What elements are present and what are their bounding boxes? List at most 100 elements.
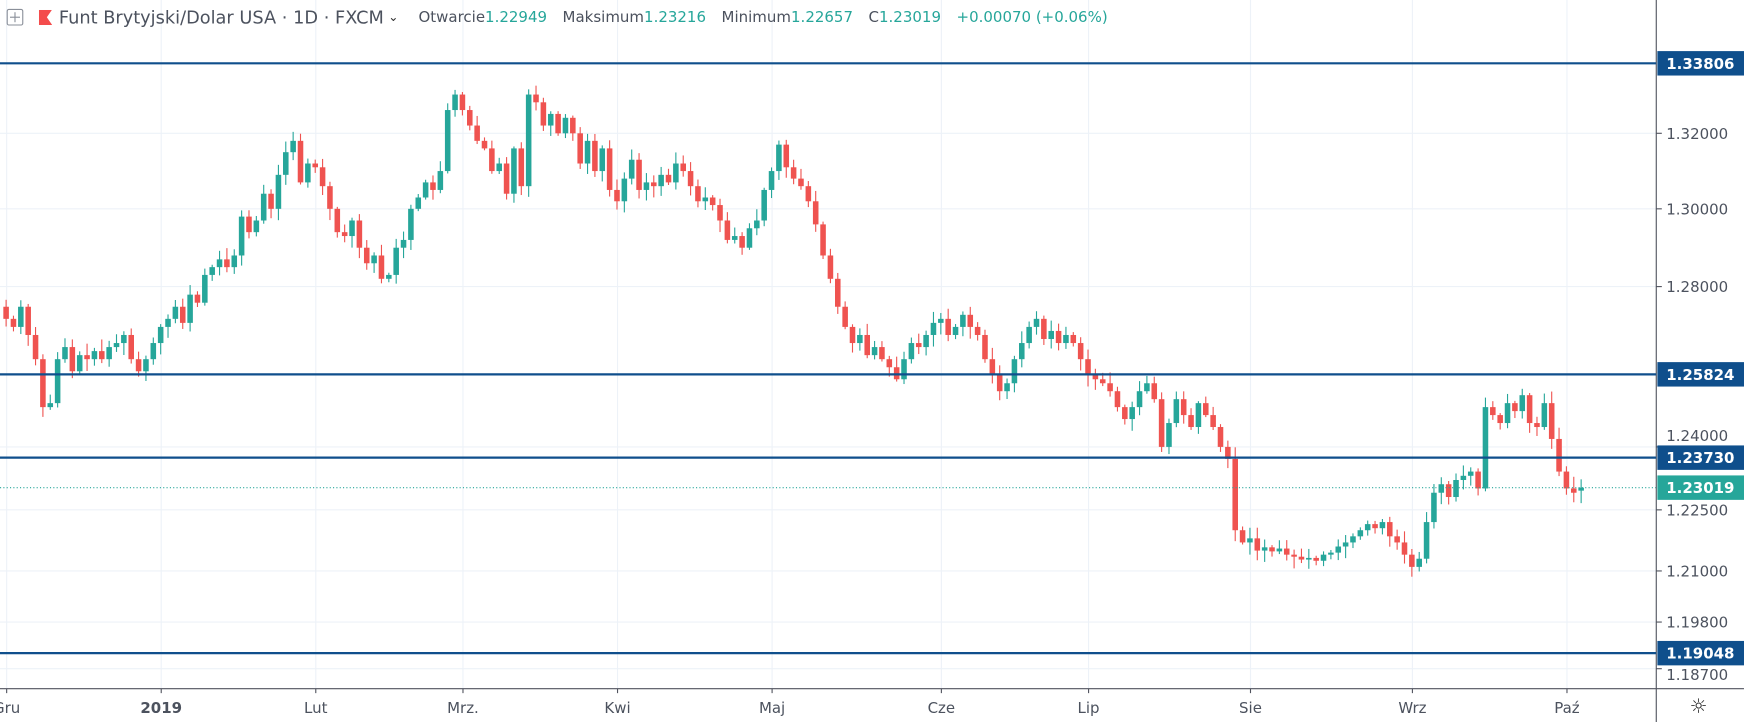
candle-up xyxy=(1379,522,1386,529)
candle-up xyxy=(1136,391,1143,408)
candle-down xyxy=(1394,536,1400,543)
candle-up xyxy=(54,359,61,404)
candle-down xyxy=(378,255,385,279)
candle-up xyxy=(393,247,399,275)
candle-down xyxy=(709,197,716,206)
candle-up xyxy=(1129,407,1135,420)
candle-down xyxy=(459,94,466,111)
price-tick-label: 1.24000 xyxy=(1666,427,1728,445)
candle-up xyxy=(202,274,208,303)
candle-down xyxy=(835,278,841,307)
candle-down xyxy=(651,182,657,187)
candle-down xyxy=(1225,446,1231,459)
candle-down xyxy=(1180,399,1187,416)
candle-up xyxy=(275,174,282,209)
current-price-label: 1.23019 xyxy=(1666,479,1734,497)
candle-down xyxy=(363,247,370,264)
candle-up xyxy=(290,140,296,153)
time-tick-label: 2019 xyxy=(140,699,182,717)
candle-up xyxy=(437,171,444,190)
candle-down xyxy=(1269,547,1275,552)
candle-down xyxy=(481,140,488,149)
candle-up xyxy=(1276,548,1283,552)
candle-up xyxy=(371,255,377,264)
candle-down xyxy=(1203,403,1209,416)
candle-down xyxy=(99,351,105,360)
candle-down xyxy=(1291,554,1297,557)
candle-down xyxy=(179,306,186,323)
candle-up xyxy=(143,359,149,372)
level-price-label: 1.19048 xyxy=(1666,645,1734,663)
candle-up xyxy=(857,334,863,344)
candle-down xyxy=(1077,343,1084,360)
candle-down xyxy=(570,117,576,134)
candle-down xyxy=(1563,471,1570,489)
time-tick-label: Sie xyxy=(1239,699,1262,717)
level-price-label: 1.23730 xyxy=(1666,449,1734,467)
candle-down xyxy=(474,125,480,141)
time-tick-label: Kwi xyxy=(604,699,630,717)
candle-up xyxy=(1519,395,1526,412)
candle-down xyxy=(812,201,819,225)
candle-up xyxy=(746,228,753,248)
candle-up xyxy=(422,182,429,198)
candle-down xyxy=(40,359,46,408)
time-tick-label: Wrz xyxy=(1398,699,1426,717)
candle-down xyxy=(717,205,723,221)
candle-down xyxy=(135,359,142,372)
candle-down xyxy=(246,216,252,233)
candle-up xyxy=(1482,407,1489,489)
price-axis-bg xyxy=(1656,0,1744,722)
candle-down xyxy=(1526,395,1533,424)
candle-up xyxy=(47,403,54,408)
level-price-badge xyxy=(1657,640,1744,666)
candle-down xyxy=(1534,423,1540,428)
candle-up xyxy=(238,216,245,256)
candle-down xyxy=(1151,383,1158,400)
time-tick-label: Gru xyxy=(0,699,20,717)
candle-down xyxy=(1571,488,1577,493)
candle-down xyxy=(1210,415,1216,428)
candle-up xyxy=(525,94,532,187)
candle-down xyxy=(10,318,17,327)
ohlc-close: C1.23019 xyxy=(868,8,941,27)
time-tick-label: Maj xyxy=(759,699,785,717)
candle-down xyxy=(1409,554,1415,567)
candle-down xyxy=(1217,427,1224,447)
candle-down xyxy=(915,343,922,348)
candle-down xyxy=(695,186,701,202)
candle-up xyxy=(1453,480,1459,498)
candle-up xyxy=(1357,530,1364,537)
candle-up xyxy=(871,347,878,356)
candle-up xyxy=(400,239,407,248)
candle-down xyxy=(842,306,848,327)
current-price-badge xyxy=(1657,475,1744,500)
chevron-down-icon[interactable]: ⌄ xyxy=(388,9,399,25)
settings-gear-icon[interactable]: ☼ xyxy=(1689,695,1708,719)
candle-down xyxy=(334,208,341,233)
symbol-title[interactable]: Funt Brytyjski/Dolar USA · 1D · FXCM xyxy=(58,6,384,28)
candle-down xyxy=(1401,542,1408,555)
candle-down xyxy=(790,167,797,179)
candle-down xyxy=(864,334,870,356)
candle-up xyxy=(938,318,944,323)
candle-down xyxy=(467,110,473,126)
candle-up xyxy=(1011,359,1018,384)
candle-up xyxy=(1504,403,1511,424)
price-tick-label: 1.28000 xyxy=(1666,278,1728,296)
candle-up xyxy=(157,326,164,344)
candle-down xyxy=(84,355,90,360)
candle-down xyxy=(1158,399,1165,447)
candle-up xyxy=(415,197,422,209)
add-compare-icon[interactable] xyxy=(6,8,24,26)
candle-up xyxy=(761,189,767,221)
candle-down xyxy=(503,163,510,194)
candle-down xyxy=(1055,330,1062,344)
candle-down xyxy=(489,148,495,172)
candle-down xyxy=(827,255,834,279)
candle-down xyxy=(820,224,826,256)
candle-up xyxy=(253,220,260,233)
candle-up xyxy=(658,174,664,187)
